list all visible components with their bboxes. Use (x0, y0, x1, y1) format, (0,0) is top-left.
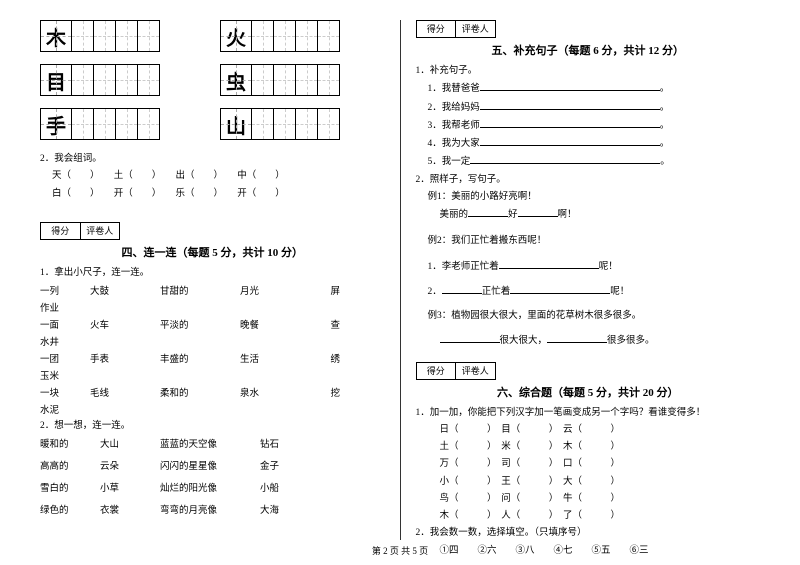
ex1-fill: 美丽的好啊！ (416, 207, 761, 222)
sec4-q2: 2．想一想，连一连。 (40, 419, 385, 433)
section-5-title: 五、补充句子（每题 6 分，共计 12 分） (416, 42, 761, 58)
score-label: 得分 (417, 21, 457, 37)
grader-label: 评卷人 (456, 363, 495, 379)
sec6-row: 土（ ） 米（ ） 木（ ） (416, 440, 761, 454)
sec6-row: 万（ ） 司（ ） 口（ ） (416, 457, 761, 471)
sec6-row: 鸟（ ） 问（ ） 牛（ ） (416, 492, 761, 506)
char-grid-section: 木 火 目 虫 手 山 (40, 20, 385, 140)
q2-title: 2．我会组词。 (40, 152, 385, 166)
fill-label: 1．我替爸爸 (428, 84, 480, 94)
section-4-title: 四、连一连（每题 5 分，共计 10 分） (40, 244, 385, 260)
char-box: 虫 (220, 64, 252, 96)
connection-table-2: 暖和的大山蓝蓝的天空像钻石 高高的云朵闪闪的星星像金子 雪白的小草灿烂的阳光像小… (40, 436, 385, 516)
grader-label: 评卷人 (456, 21, 495, 37)
char-group: 虫 (220, 64, 340, 96)
sec6-q1: 1．加一加，你能把下列汉字加一笔画变成另一个字吗？看谁变得多！ (416, 406, 761, 420)
fill-label: 3．我帮老师 (428, 121, 480, 131)
fill-label: 2．我给妈妈 (428, 103, 480, 113)
sec6-row: 日（ ） 目（ ） 云（ ） (416, 423, 761, 437)
char-group: 手 (40, 108, 160, 140)
example-2: 例2：我们正忙着搬东西呢！ (416, 234, 761, 248)
char-box: 木 (40, 20, 72, 52)
sec5-q2: 2．照样子，写句子。 (416, 173, 761, 187)
score-label: 得分 (417, 363, 457, 379)
score-box: 得分 评卷人 (416, 20, 496, 38)
example-1: 例1：美丽的小路好亮啊！ (416, 190, 761, 204)
grader-label: 评卷人 (81, 223, 120, 239)
char-box: 火 (220, 20, 252, 52)
sec6-row: 小（ ） 王（ ） 大（ ） (416, 475, 761, 489)
char-box: 手 (40, 108, 72, 140)
score-box: 得分 评卷人 (416, 362, 496, 380)
column-divider (400, 20, 401, 540)
fill-label: 5．我一定 (428, 157, 471, 167)
score-box: 得分 评卷人 (40, 222, 120, 240)
section-6-title: 六、综合题（每题 5 分，共计 20 分） (416, 384, 761, 400)
score-label: 得分 (41, 223, 81, 239)
char-group: 目 (40, 64, 160, 96)
char-box: 目 (40, 64, 72, 96)
ex2-fill-2: 2．正忙着呢！ (416, 284, 761, 299)
char-group: 木 (40, 20, 160, 52)
right-column: 得分 评卷人 五、补充句子（每题 6 分，共计 12 分） 1．补充句子。 1．… (406, 20, 771, 540)
ex2-fill-1: 1．李老师正忙着呢！ (416, 259, 761, 274)
sec4-q1: 1．拿出小尺子，连一连。 (40, 266, 385, 280)
example-3: 例3：植物园很大很大，里面的花草树木很多很多。 (416, 309, 761, 323)
char-group: 山 (220, 108, 340, 140)
sec5-q1: 1．补充句子。 (416, 64, 761, 78)
ex3-fill: 很大很大，很多很多。 (416, 333, 761, 348)
q2-line: 白（ ） 开（ ） 乐（ ） 开（ ） (40, 187, 385, 201)
sec6-q2: 2．我会数一数，选择填空。（只填序号） (416, 526, 761, 540)
fill-label: 4．我为大家 (428, 139, 480, 149)
left-column: 木 火 目 虫 手 山 2．我会组词。 天（ ） 土（ ） 出（ ） 中（ ） … (30, 20, 395, 540)
q2-line: 天（ ） 土（ ） 出（ ） 中（ ） (40, 169, 385, 183)
char-group: 火 (220, 20, 340, 52)
connection-table-1: 一列大鼓甘甜的月光屏 作业 一面火车平淡的晚餐查 水井 一团手表丰盛的生活绣 玉… (40, 283, 385, 416)
sec6-row: 木（ ） 人（ ） 了（ ） (416, 509, 761, 523)
char-box: 山 (220, 108, 252, 140)
page-footer: 第 2 页 共 5 页 (0, 544, 800, 557)
